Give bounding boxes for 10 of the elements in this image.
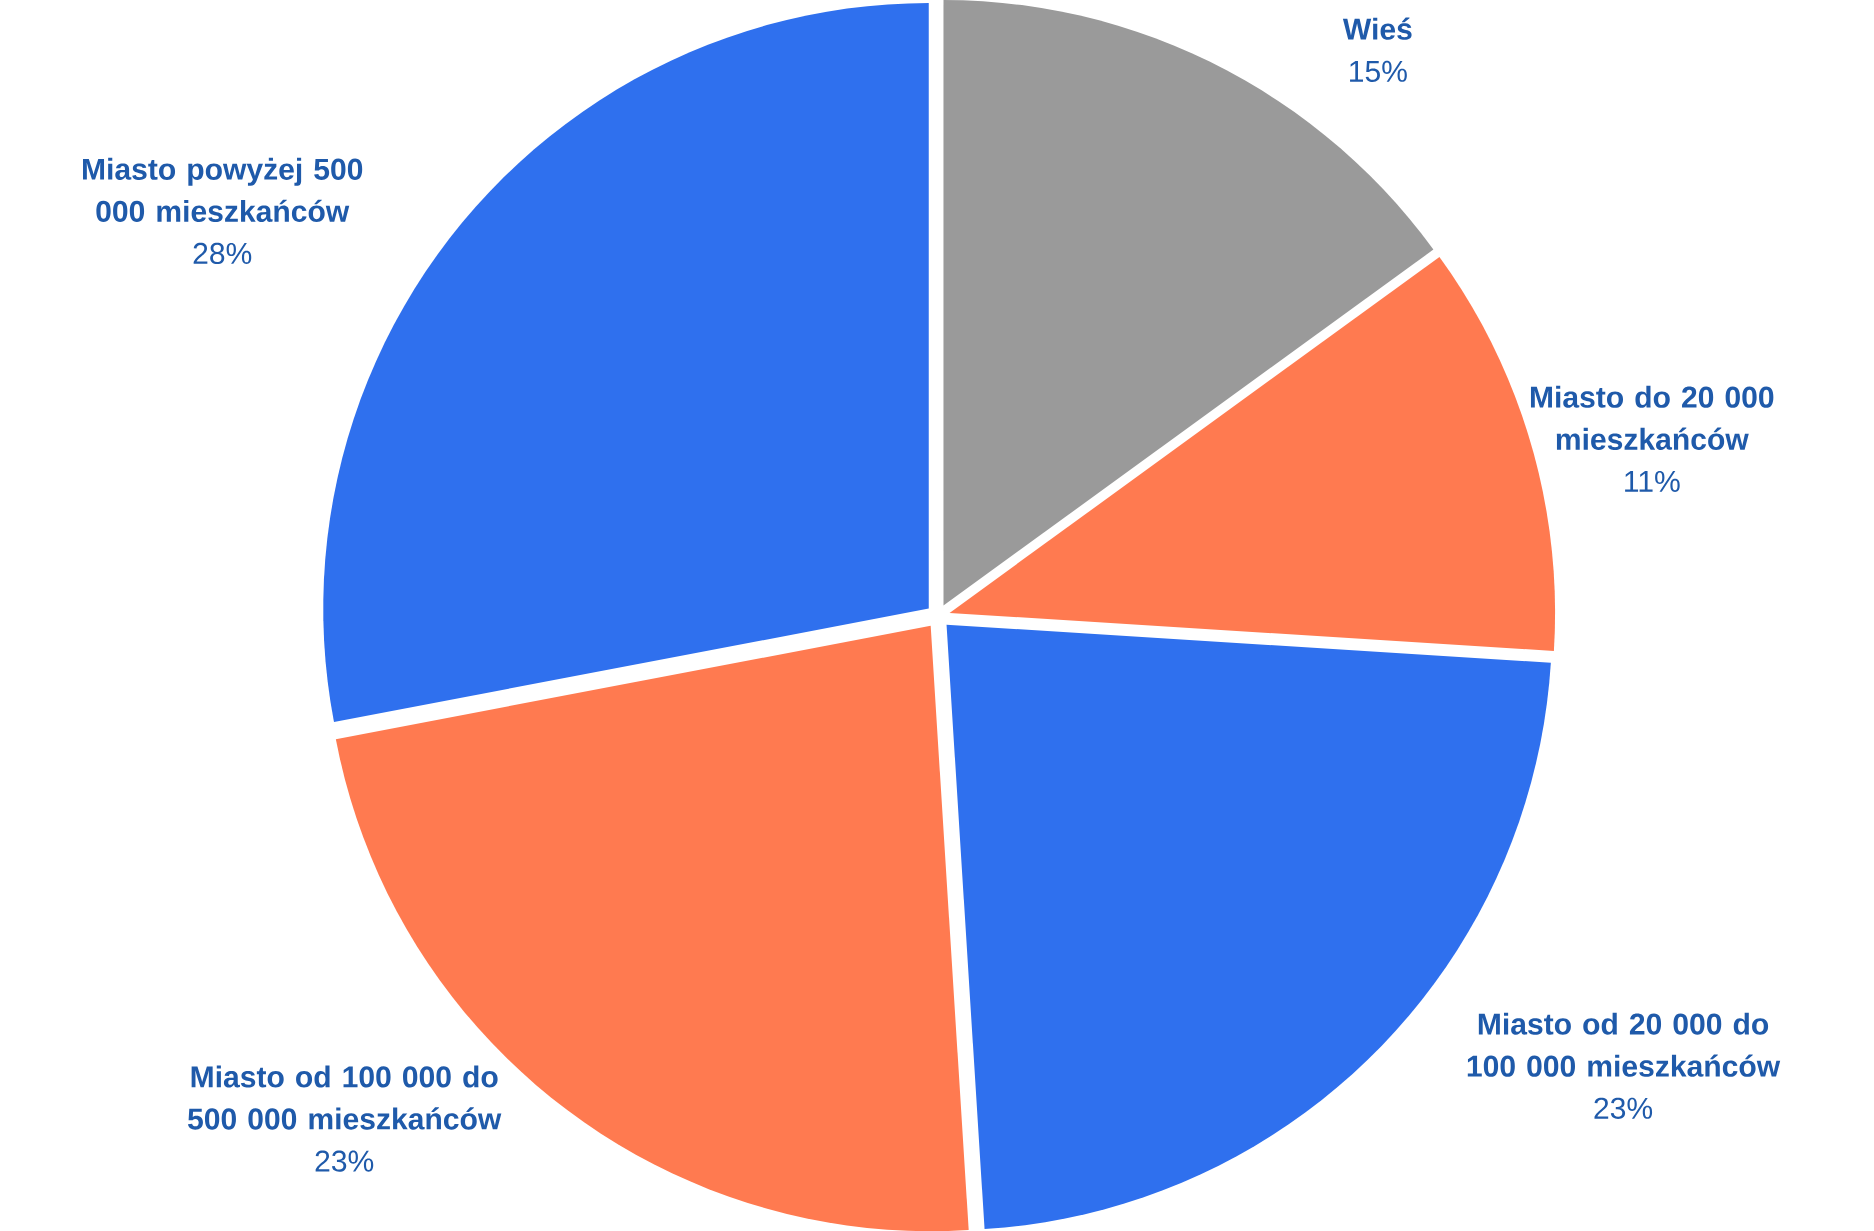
data-label: 28% [193, 242, 252, 264]
data-label: 11% [1625, 470, 1680, 492]
slice-label: Wieś [1342, 17, 1412, 40]
slice-label: Miasto od 100 000 do 500 000 mieszkańców [187, 1065, 502, 1130]
slice-label: Miasto powyżej 500 000 mieszkańców [83, 157, 363, 222]
slice-label: Miasto od 20 000 do 100 000 mieszkańców [1467, 1012, 1781, 1077]
data-label: 15% [1350, 60, 1407, 82]
data-label: 23% [315, 1150, 374, 1172]
data-label: 23% [1594, 1097, 1653, 1119]
slice-label: Miasto do 20 000 mieszkańców [1530, 385, 1774, 450]
